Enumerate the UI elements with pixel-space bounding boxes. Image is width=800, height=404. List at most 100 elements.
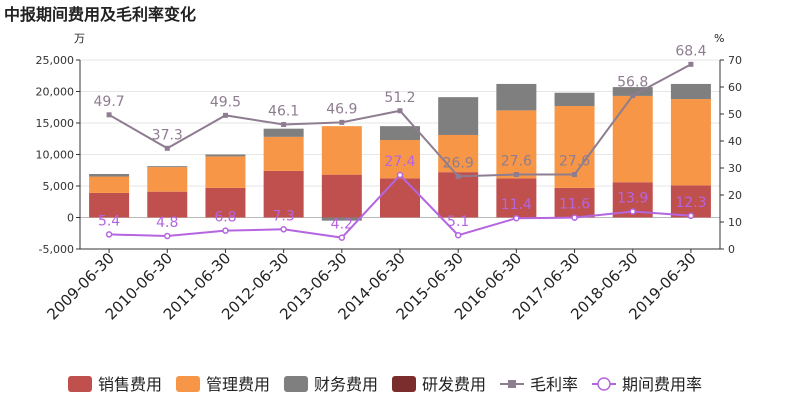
bar-segment (147, 191, 188, 218)
legend-swatch (392, 376, 416, 392)
legend-label: 管理费用 (206, 375, 270, 394)
lines: 49.7 37.3 49.5 46.1 46.9 51.2 26.9 27.6 27.6 56.8… (94, 43, 707, 241)
bar-segment (554, 92, 595, 106)
data-point (630, 93, 636, 99)
legend-swatch (284, 376, 308, 392)
data-label: 4.2 (331, 217, 353, 233)
data-label: 13.9 (617, 190, 648, 206)
data-label: 6.8 (214, 210, 236, 226)
data-label: 7.3 (273, 208, 295, 224)
data-point (629, 208, 636, 215)
data-point (687, 212, 695, 220)
bar-segment (147, 166, 188, 168)
chart-title: 中报期间费用及毛利率变化 (4, 5, 196, 24)
bar-segment (496, 83, 537, 111)
legend-label: 毛利率 (530, 375, 578, 394)
data-label: 27.4 (384, 154, 415, 170)
data-point (688, 61, 694, 67)
data-point (222, 112, 228, 118)
bar-segment (438, 134, 479, 173)
data-label: 46.1 (268, 104, 299, 120)
legend-label: 期间费用率 (622, 375, 702, 394)
bar-segment (670, 185, 711, 218)
y-right-tick-label: 30 (728, 162, 742, 175)
y-left-tick-label: 10,000 (36, 149, 75, 162)
data-label: 5.4 (98, 213, 120, 229)
bar-segment (670, 99, 711, 186)
bar-segment (380, 178, 420, 218)
bar-segment (612, 95, 653, 183)
bar-segment (263, 136, 304, 171)
bars (89, 83, 711, 221)
data-point (106, 112, 112, 118)
data-label: 46.9 (326, 101, 357, 117)
y-right-tick-label: 50 (728, 108, 742, 121)
bar-segment (263, 170, 304, 218)
data-point (513, 214, 520, 222)
bar-segment (205, 154, 246, 157)
data-point (222, 227, 229, 234)
bar-segment (380, 126, 420, 141)
legend-label: 研发费用 (422, 375, 486, 394)
bar-segment (496, 110, 537, 179)
data-label: 49.5 (210, 94, 241, 110)
data-label: 5.1 (447, 214, 469, 230)
legend-marker (597, 377, 611, 391)
legend-marker (508, 380, 516, 388)
y-right-tick-label: 10 (728, 216, 742, 229)
data-label: 49.7 (94, 94, 125, 110)
data-label: 56.8 (617, 75, 648, 91)
y-left-tick-label: 0 (67, 212, 74, 225)
data-point (571, 214, 578, 221)
data-point (338, 234, 346, 241)
data-point (513, 171, 519, 177)
legend-label: 财务费用 (314, 375, 378, 394)
data-label: 4.8 (156, 215, 178, 231)
bar-segment (438, 97, 479, 135)
legend-swatch (176, 376, 200, 392)
data-label: 26.9 (443, 155, 474, 171)
bar-segment (205, 187, 246, 218)
bar-segment (89, 174, 130, 177)
y-right-tick-label: 70 (728, 54, 742, 67)
bar-segment (670, 83, 711, 100)
data-label: 27.6 (559, 153, 590, 169)
bar-segment (89, 192, 130, 218)
y-left-tick-label: 20,000 (36, 86, 75, 99)
data-point (396, 171, 404, 179)
legend-label: 销售费用 (98, 375, 162, 394)
data-point (164, 232, 171, 240)
bar-segment (438, 172, 479, 218)
data-label: 27.6 (501, 153, 532, 169)
y-right-tick-label: 60 (728, 81, 742, 94)
data-label: 37.3 (152, 127, 183, 143)
data-point (397, 108, 403, 114)
data-point (455, 173, 461, 179)
bar-segment (496, 178, 537, 218)
data-point (454, 231, 462, 239)
bar-segment (612, 87, 653, 96)
bar-segment (263, 128, 304, 137)
data-point (280, 226, 287, 233)
bar-segment (321, 174, 362, 218)
bar-segment (554, 187, 595, 218)
bar-segment (321, 217, 362, 221)
bar-segment (89, 176, 130, 193)
y-right-tick-label: 40 (728, 135, 742, 148)
legend-swatch (68, 376, 92, 392)
y-left-tick-label: 5,000 (43, 180, 75, 193)
y-left-tick-label: -5,000 (39, 243, 74, 256)
legend: 销售费用 管理费用 财务费用 研发费用 毛利率 期间费用率 (68, 375, 702, 394)
bar-segment (205, 156, 246, 188)
y-left-tick-label: 25,000 (36, 54, 75, 67)
data-point (105, 231, 113, 238)
data-label: 51.2 (384, 90, 415, 106)
data-point (281, 122, 287, 128)
data-point (164, 145, 170, 151)
y-right-tick-label: 0 (728, 243, 735, 256)
y-right-tick-label: 20 (728, 189, 742, 202)
data-label: 12.3 (675, 195, 706, 211)
data-label: 11.4 (501, 197, 532, 213)
